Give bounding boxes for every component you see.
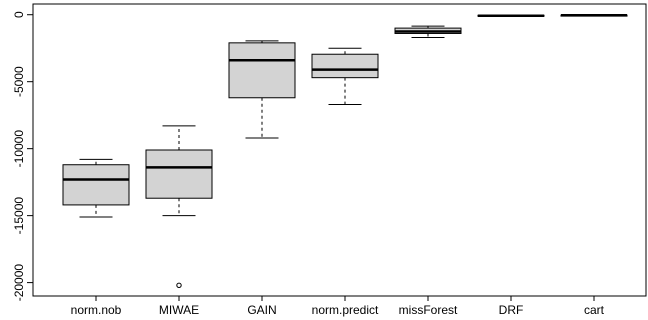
box-cart (560, 14, 628, 17)
iqr-box (62, 164, 130, 206)
y-tick-label: -10000 (12, 130, 26, 168)
x-tick-label: GAIN (247, 303, 276, 317)
x-tick-label: cart (584, 303, 605, 317)
y-tick-label: -20000 (12, 264, 26, 302)
y-axis: 0 -5000 -10000 -15000 -20000 (12, 11, 33, 301)
outlier-point (176, 282, 182, 288)
x-tick-label: norm.predict (312, 303, 379, 317)
iqr-box (311, 53, 379, 79)
y-tick-label: -15000 (12, 197, 26, 235)
iqr-box (145, 149, 213, 199)
x-tick-label: MIWAE (159, 303, 199, 317)
box-missForest (394, 25, 462, 38)
x-axis: norm.nob MIWAE GAIN norm.predict missForest D… (71, 296, 605, 317)
plot-frame (32, 3, 647, 297)
x-tick-label: norm.nob (71, 303, 122, 317)
x-tick-label: missForest (399, 303, 458, 317)
box-DRF (477, 14, 545, 18)
y-tick-label: -5000 (12, 66, 26, 97)
boxes (62, 14, 628, 288)
box-norm.nob (62, 158, 130, 218)
x-tick-label: DRF (499, 303, 524, 317)
box-norm.predict (311, 47, 379, 105)
plot-border (32, 3, 647, 297)
box-MIWAE (145, 125, 213, 288)
iqr-box (228, 42, 296, 99)
y-tick-label: 0 (12, 11, 26, 18)
box-GAIN (228, 40, 296, 139)
